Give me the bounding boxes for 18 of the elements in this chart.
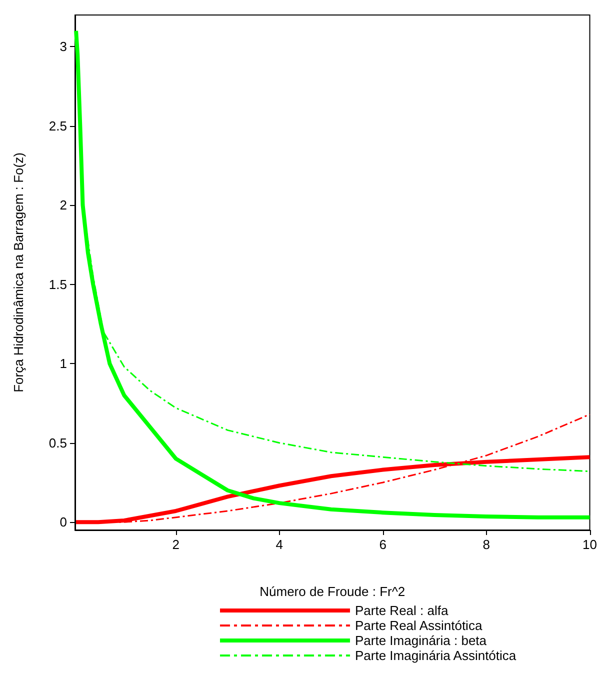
y-tick-label: 1.5 [48,276,67,292]
legend-label: Parte Real Assintótica [355,618,483,633]
x-tick-label: 6 [379,537,386,552]
legend-label: Parte Real : alfa [355,603,449,618]
x-tick-label: 10 [582,537,598,552]
x-tick-label: 4 [276,537,283,552]
y-tick-label: 2.5 [48,118,67,134]
y-axis-title: Força Hidrodinâmica na Barragem : Fo(z) [11,152,26,392]
y-tick-label: 3 [60,39,67,54]
x-tick-label: 2 [172,537,180,552]
y-tick-label: 0.5 [48,435,67,450]
y-tick-label: 2 [60,198,67,213]
y-tick-label: 0 [60,514,67,530]
legend-label: Parte Imaginária : beta [355,633,488,648]
x-tick-label: 8 [482,537,490,552]
legend-label: Parte Imaginária Assintótica [355,648,517,663]
x-axis-title: Número de Froude : Fr^2 [260,584,406,599]
y-tick-label: 1 [60,356,67,372]
